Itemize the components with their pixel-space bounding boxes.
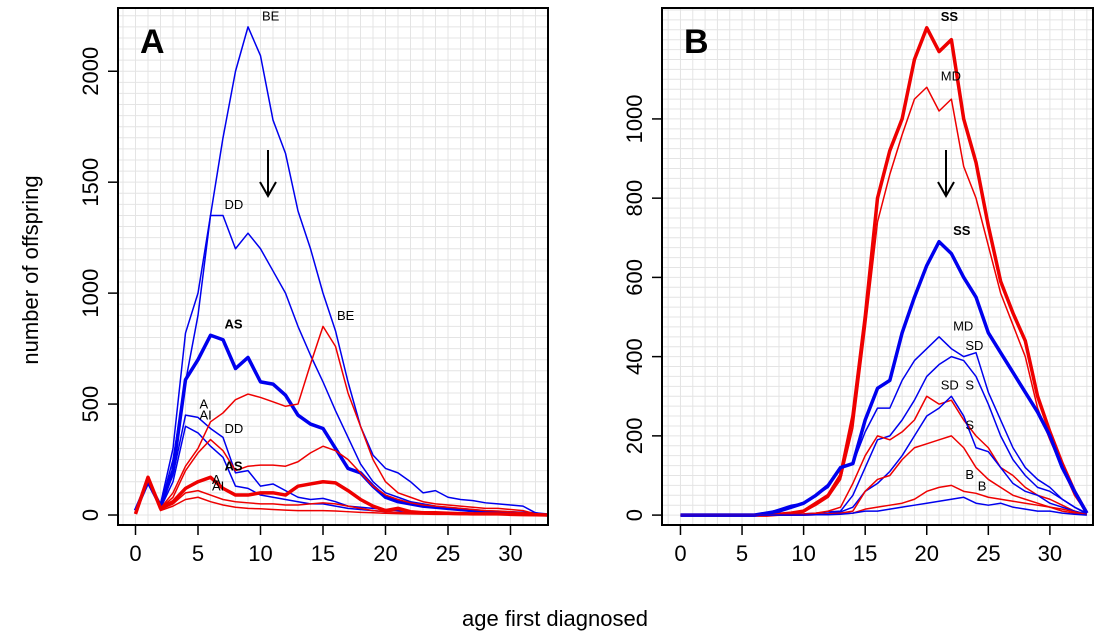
series-label: AI bbox=[200, 408, 212, 423]
x-tick-label: 30 bbox=[1038, 541, 1062, 566]
series-line bbox=[680, 26, 1089, 517]
series-line bbox=[680, 496, 1087, 516]
series-label: B bbox=[965, 467, 974, 482]
series-line bbox=[680, 239, 1089, 517]
y-tick-label: 0 bbox=[622, 509, 647, 521]
x-tick-label: 20 bbox=[915, 541, 939, 566]
series-label: S bbox=[965, 417, 974, 432]
arrow-head bbox=[259, 181, 277, 199]
series-line bbox=[133, 333, 549, 517]
series-label: DD bbox=[225, 421, 244, 436]
series-line bbox=[133, 475, 549, 517]
series-label: S bbox=[965, 378, 974, 393]
series-line bbox=[134, 214, 549, 516]
series-label: SS bbox=[941, 9, 959, 24]
x-tick-label: 25 bbox=[436, 541, 460, 566]
x-tick-label: 5 bbox=[736, 541, 748, 566]
series-label: MD bbox=[953, 318, 973, 333]
y-tick-label: 0 bbox=[78, 509, 103, 521]
x-tick-label: 20 bbox=[373, 541, 397, 566]
x-tick-label: 30 bbox=[498, 541, 522, 566]
panel: 0 5 10 15 20 25 3002004006008001000SSMDSSMDSDS… bbox=[622, 7, 1094, 566]
y-tick-label: 200 bbox=[622, 418, 647, 455]
panel: 0 5 10 15 20 25 300500100015002000BEDDASAAIBED… bbox=[78, 7, 549, 566]
series-label: A bbox=[200, 397, 209, 412]
series-label: DD bbox=[225, 197, 244, 212]
series-line bbox=[680, 86, 1088, 516]
series-line bbox=[134, 476, 548, 516]
y-tick-label: 400 bbox=[622, 338, 647, 375]
x-tick-label: 0 bbox=[674, 541, 686, 566]
x-tick-label: 5 bbox=[192, 541, 204, 566]
series-label: BE bbox=[337, 308, 355, 323]
series-line bbox=[134, 26, 549, 516]
arrow-head bbox=[937, 181, 955, 199]
series-label: AS bbox=[225, 459, 243, 474]
x-axis-label: age first diagnosed bbox=[462, 606, 648, 631]
series-label: SD bbox=[965, 338, 983, 353]
y-axis-label: number of offspring bbox=[18, 175, 43, 364]
series-line bbox=[134, 325, 549, 516]
series-label: AI bbox=[212, 479, 224, 494]
x-tick-label: 15 bbox=[853, 541, 877, 566]
x-tick-label: 15 bbox=[311, 541, 335, 566]
y-tick-label: 1500 bbox=[78, 158, 103, 207]
x-tick-label: 0 bbox=[129, 541, 141, 566]
plot-frame bbox=[661, 7, 1094, 526]
y-tick-label: 500 bbox=[78, 386, 103, 423]
y-tick-label: 600 bbox=[622, 259, 647, 296]
x-tick-label: 10 bbox=[791, 541, 815, 566]
y-tick-label: 1000 bbox=[622, 94, 647, 143]
series-line bbox=[134, 438, 549, 516]
series-label: MD bbox=[941, 69, 961, 84]
panel-title: B bbox=[684, 23, 709, 61]
y-tick-label: 800 bbox=[622, 180, 647, 217]
series-line bbox=[134, 414, 549, 516]
y-tick-label: 1000 bbox=[78, 269, 103, 318]
series-label: AS bbox=[225, 317, 243, 332]
panel-title: A bbox=[140, 23, 165, 61]
x-tick-label: 25 bbox=[976, 541, 1000, 566]
series-label: A bbox=[212, 472, 221, 487]
series-label: BE bbox=[262, 8, 280, 23]
plot-frame bbox=[117, 7, 549, 526]
series-label: B bbox=[978, 479, 987, 494]
y-tick-label: 2000 bbox=[78, 47, 103, 96]
series-label: SS bbox=[953, 223, 971, 238]
x-tick-label: 10 bbox=[248, 541, 272, 566]
series-label: SD bbox=[941, 378, 959, 393]
